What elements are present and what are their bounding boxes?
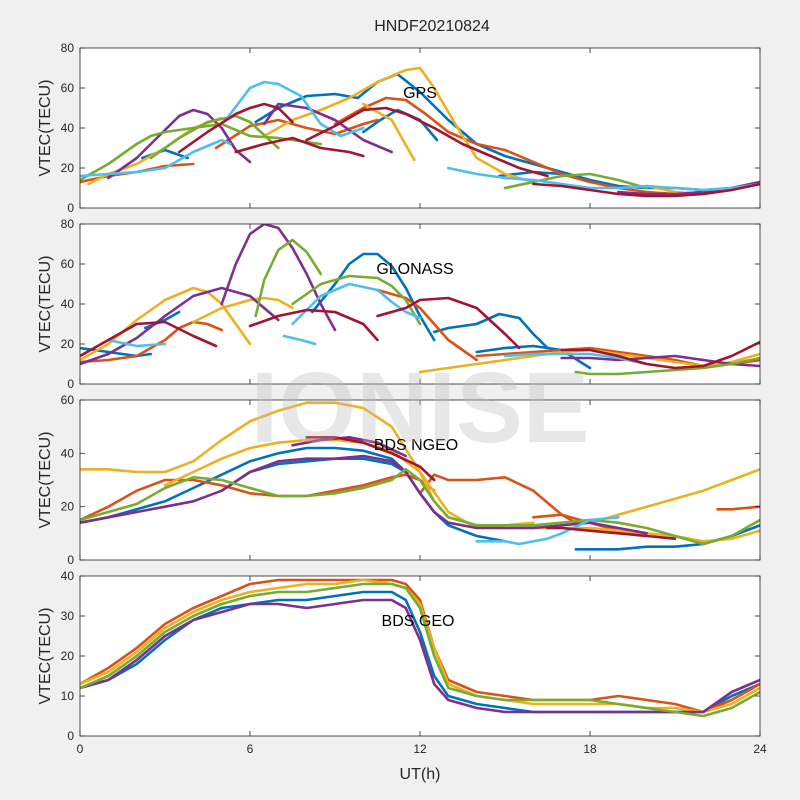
series-line-21 [80,320,218,358]
y-axis-label: VTEC(TECU) [37,608,54,705]
series-line-14 [254,238,323,318]
series-line-9 [192,296,294,324]
y-tick-label: 20 [61,337,75,351]
series-line-7 [262,66,535,184]
series-line-23 [376,296,521,350]
panel-label: BDS GEO [382,613,455,630]
series-line-20 [503,352,648,366]
series-line-20 [177,102,294,154]
series-line-13 [475,516,620,546]
panel-label: GLONASS [376,261,453,278]
series-line-14 [305,436,436,482]
y-tick-label: 40 [61,121,75,135]
y-tick-label: 20 [61,649,75,663]
series-line-11 [291,436,408,458]
series-line-15 [291,274,422,326]
series-line-12 [80,286,280,366]
series-line-23 [532,182,760,198]
series-line-16 [503,172,648,190]
y-tick-label: 40 [61,569,75,583]
panel-label: GPS [403,85,437,102]
series-group [80,578,760,718]
panel-3: 0 10 20 30 40 0 6 12 18 24 VTEC(TECU) BDS GEO [37,569,767,756]
x-tick-label: 24 [753,742,767,756]
x-tick-label: 6 [247,742,254,756]
y-tick-label: 0 [67,553,74,567]
series-line-5 [80,320,223,364]
series-line-2 [362,108,439,142]
y-axis-label: VTEC(TECU) [37,256,54,353]
series-group [80,66,760,198]
series-line-15 [546,526,677,540]
y-tick-label: 60 [61,257,75,271]
y-tick-label: 80 [61,41,75,55]
y-tick-label: 30 [61,609,75,623]
y-tick-label: 60 [61,393,75,407]
y-tick-label: 20 [61,500,75,514]
series-line-10 [80,454,648,535]
series-line-9 [588,468,760,524]
series-line-16 [574,356,760,376]
series-line-4 [214,118,379,150]
series-line-15 [149,114,280,160]
x-tick-label: 18 [583,742,597,756]
series-group [80,401,760,551]
series-line-4 [80,582,760,718]
series-line-18 [107,338,167,348]
series-line-22 [234,136,365,158]
y-tick-label: 0 [67,729,74,743]
series-line-12 [80,468,760,546]
series-line-17 [226,80,365,138]
x-tick-label: 0 [77,742,84,756]
series-line-22 [248,308,379,342]
y-tick-label: 0 [67,377,74,391]
y-tick-label: 10 [61,689,75,703]
series-line-24 [560,340,760,370]
series-line-4 [418,473,578,524]
y-axis-label: VTEC(TECU) [37,80,54,177]
series-group [80,224,760,376]
figure-title: HNDF20210824 [374,18,490,35]
series-line-19 [282,334,317,346]
y-tick-label: 60 [61,81,75,95]
x-axis-label: UT(h) [400,766,441,783]
panel-0: 0 20 40 60 80 VTEC(TECU) GPS [37,41,761,215]
x-tick-label: 12 [413,742,427,756]
series-line-1 [432,312,549,350]
y-tick-label: 40 [61,446,75,460]
y-tick-label: 40 [61,297,75,311]
series-line-11 [220,224,337,332]
y-axis-label: VTEC(TECU) [37,432,54,529]
series-line-6 [716,505,760,511]
panel-1: 0 20 40 60 80 VTEC(TECU) GLONASS [37,217,761,391]
series-line-1 [80,578,760,714]
series-line-6 [376,288,478,362]
panel-2: 0 20 40 60 VTEC(TECU) BDS NGEO [37,393,761,567]
y-tick-label: 80 [61,217,75,231]
series-line-4 [475,344,592,370]
y-tick-label: 20 [61,161,75,175]
panel-label: BDS NGEO [374,437,458,454]
series-line-3 [80,598,760,714]
watermark: IONISE [251,352,590,464]
series-line-17 [291,282,422,326]
y-tick-label: 0 [67,201,74,215]
series-line-8 [163,438,535,530]
series-line-21 [305,106,549,178]
series-line-2 [80,346,153,358]
series-line-18 [80,138,232,178]
series-line-19 [447,166,760,192]
series-line-13 [560,354,760,368]
plot-area [80,48,760,208]
series-line-11 [107,108,252,180]
